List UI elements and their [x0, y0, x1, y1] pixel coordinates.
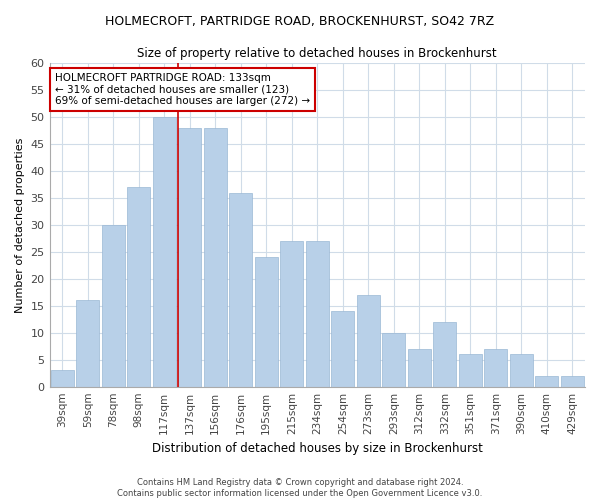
Bar	[306, 241, 329, 386]
Bar	[178, 128, 201, 386]
Bar	[51, 370, 74, 386]
Bar	[510, 354, 533, 386]
Bar	[433, 322, 456, 386]
Bar	[255, 257, 278, 386]
Bar	[459, 354, 482, 386]
Text: Contains HM Land Registry data © Crown copyright and database right 2024.
Contai: Contains HM Land Registry data © Crown c…	[118, 478, 482, 498]
Bar	[153, 117, 176, 386]
Bar	[229, 192, 252, 386]
Title: Size of property relative to detached houses in Brockenhurst: Size of property relative to detached ho…	[137, 48, 497, 60]
Bar	[76, 300, 99, 386]
Text: HOLMECROFT, PARTRIDGE ROAD, BROCKENHURST, SO42 7RZ: HOLMECROFT, PARTRIDGE ROAD, BROCKENHURST…	[106, 15, 494, 28]
Bar	[484, 349, 507, 387]
Text: HOLMECROFT PARTRIDGE ROAD: 133sqm
← 31% of detached houses are smaller (123)
69%: HOLMECROFT PARTRIDGE ROAD: 133sqm ← 31% …	[55, 73, 310, 106]
Bar	[280, 241, 303, 386]
Y-axis label: Number of detached properties: Number of detached properties	[15, 137, 25, 312]
X-axis label: Distribution of detached houses by size in Brockenhurst: Distribution of detached houses by size …	[152, 442, 483, 455]
Bar	[357, 295, 380, 386]
Bar	[561, 376, 584, 386]
Bar	[408, 349, 431, 387]
Bar	[102, 225, 125, 386]
Bar	[382, 332, 405, 386]
Bar	[535, 376, 558, 386]
Bar	[127, 187, 150, 386]
Bar	[204, 128, 227, 386]
Bar	[331, 311, 354, 386]
